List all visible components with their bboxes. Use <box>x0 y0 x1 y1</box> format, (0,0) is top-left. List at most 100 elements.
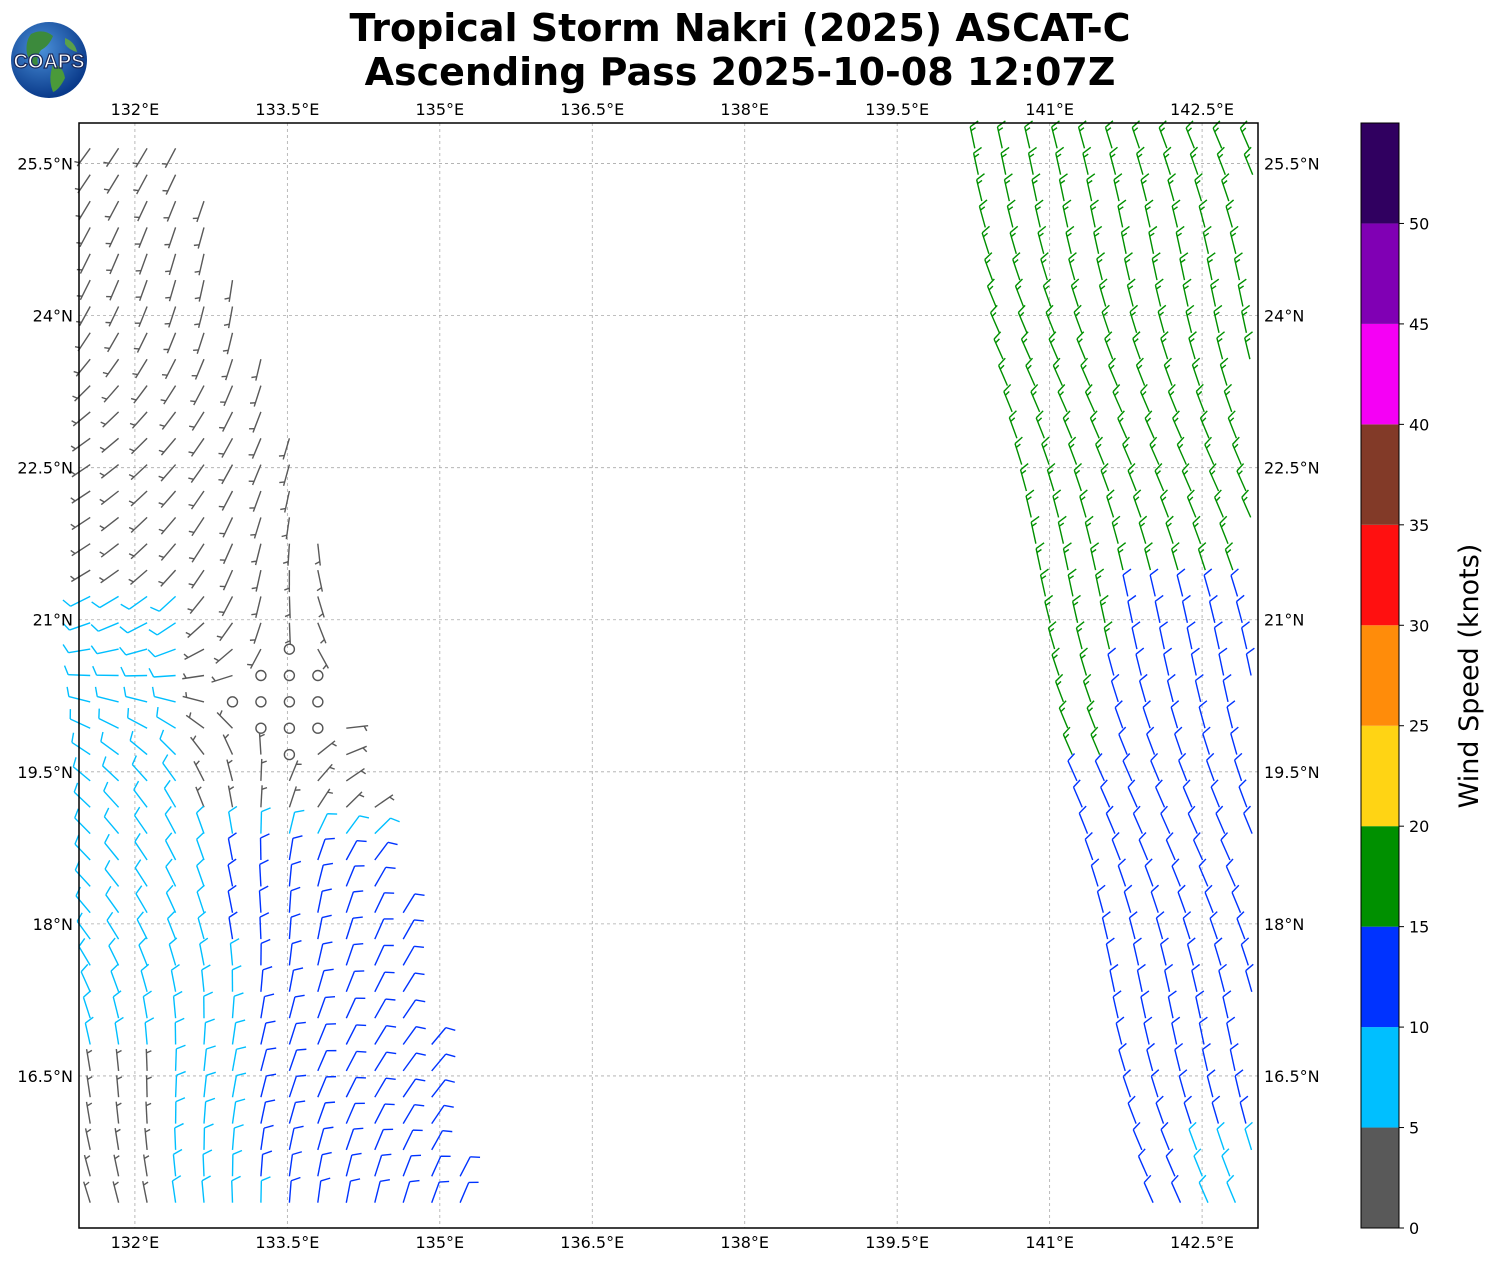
wind-barb <box>1198 199 1208 228</box>
wind-barb <box>1131 120 1141 149</box>
wind-barb <box>288 835 303 861</box>
wind-barb <box>1084 515 1094 544</box>
wind-barb <box>258 732 265 755</box>
wind-barb <box>120 666 148 677</box>
colorbar-bin <box>1361 1027 1399 1128</box>
wind-barb <box>402 1052 426 1072</box>
wind-barb <box>317 596 325 618</box>
wind-barb <box>374 1153 392 1177</box>
title-line-1: Tropical Storm Nakri (2025) ASCAT-C <box>349 6 1131 50</box>
wind-barb <box>101 756 120 782</box>
wind-barb <box>197 911 207 940</box>
wind-barb <box>402 1129 423 1151</box>
wind-barb <box>104 332 120 353</box>
lat-tick-label-right: 19.5°N <box>1264 763 1320 782</box>
wind-barb <box>163 200 177 222</box>
wind-barb <box>203 1123 214 1150</box>
wind-barb <box>70 543 91 557</box>
wind-barb <box>142 990 152 1019</box>
wind-barb <box>188 517 205 537</box>
wind-barb <box>165 858 177 887</box>
wind-barb <box>135 253 148 275</box>
wind-barb <box>1076 331 1086 360</box>
wind-barb <box>193 332 205 354</box>
wind-barb <box>1244 1121 1253 1151</box>
wind-barb <box>120 595 148 610</box>
wind-barb <box>195 805 205 834</box>
wind-barb <box>1221 1148 1231 1177</box>
wind-barb <box>984 252 994 281</box>
wind-barb <box>99 437 120 454</box>
lat-tick-label-right: 21°N <box>1264 611 1304 630</box>
wind-barb <box>231 1175 241 1203</box>
wind-barb <box>1127 779 1138 808</box>
wind-barb <box>188 437 205 457</box>
wind-barb <box>249 411 262 433</box>
wind-barb <box>74 834 91 861</box>
colorbar-bin <box>1361 223 1399 324</box>
wind-barb <box>1198 1016 1208 1045</box>
wind-barb <box>203 1097 216 1124</box>
wind-barb <box>1213 937 1223 966</box>
lat-tick-label-right: 25.5°N <box>1264 155 1320 174</box>
wind-barb <box>1041 436 1050 465</box>
wind-barb <box>1243 805 1253 834</box>
wind-barb <box>1216 1121 1225 1151</box>
wind-barb <box>1155 911 1165 940</box>
wind-barb <box>145 1101 152 1124</box>
wind-barb <box>250 517 262 539</box>
wind-barb <box>1138 832 1149 861</box>
lat-tick-label-left: 21°N <box>33 611 73 630</box>
wind-barb <box>284 596 291 619</box>
wind-barb <box>1068 252 1077 281</box>
wind-barb <box>128 569 148 586</box>
wind-barb <box>99 464 120 479</box>
wind-barb <box>219 411 234 432</box>
wind-barb <box>104 200 120 221</box>
wind-barb <box>1052 489 1062 518</box>
lon-tick-label-top: 139.5°E <box>865 100 929 119</box>
wind-barb <box>231 1098 246 1124</box>
lat-tick-label-left: 16.5°N <box>17 1067 73 1086</box>
wind-barb <box>1158 120 1168 149</box>
wind-barb <box>260 1150 273 1177</box>
calm-wind-marker <box>312 722 324 734</box>
wind-barb <box>402 1179 420 1203</box>
wind-barb <box>1035 542 1045 571</box>
wind-barb <box>251 596 262 618</box>
wind-barb <box>231 1046 247 1072</box>
wind-barb <box>402 919 424 940</box>
wind-barb <box>231 1124 244 1150</box>
wind-barb <box>345 865 365 887</box>
lon-tick-label-bottom: 135°E <box>415 1233 464 1252</box>
wind-barb <box>1178 752 1188 782</box>
wind-barb <box>1000 146 1010 175</box>
lat-tick-label-left: 19.5°N <box>17 763 73 782</box>
wind-barb <box>211 674 233 683</box>
wind-barb <box>1132 1121 1143 1151</box>
wind-barb <box>226 759 234 782</box>
wind-barb <box>1095 436 1105 465</box>
wind-barb <box>1031 173 1041 202</box>
wind-barb <box>83 1181 91 1203</box>
wind-barb <box>288 940 302 966</box>
wind-barb <box>70 490 91 504</box>
wind-barb <box>148 667 176 678</box>
lat-tick-label-left: 18°N <box>33 915 73 934</box>
calm-wind-marker <box>312 669 324 682</box>
wind-barb <box>136 911 148 940</box>
wind-barb <box>1117 410 1128 439</box>
calm-wind-marker <box>312 696 324 708</box>
calm-wind-marker <box>255 696 267 708</box>
wind-barb <box>1177 884 1187 913</box>
wind-barb <box>1233 252 1243 281</box>
wind-barb <box>199 937 209 966</box>
wind-barb <box>110 963 120 993</box>
colorbar-tick-label: 25 <box>1409 717 1429 736</box>
wind-barb <box>260 966 273 992</box>
wind-barb <box>317 862 334 887</box>
wind-barb <box>142 1180 149 1203</box>
wind-barb <box>174 1122 184 1150</box>
calm-wind-marker <box>283 748 296 761</box>
wind-barb <box>317 622 327 644</box>
